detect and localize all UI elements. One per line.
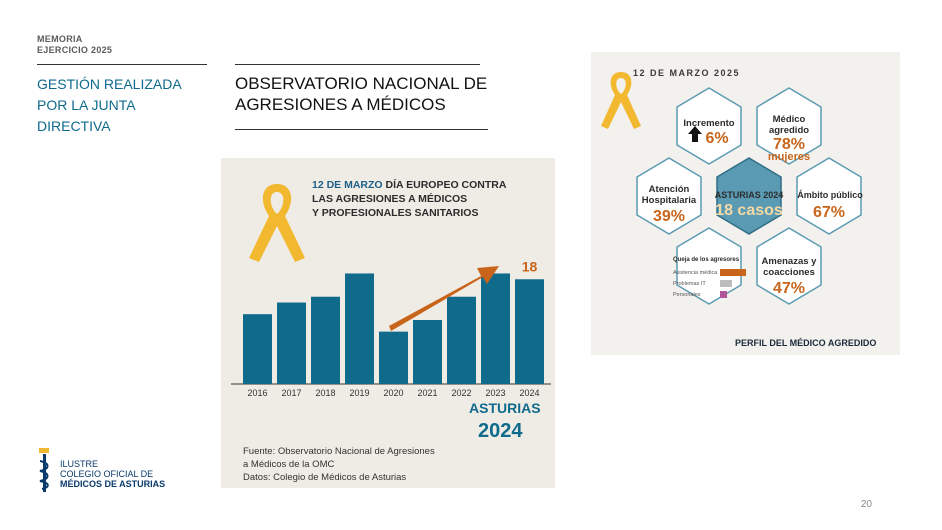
page-title-line2: AGRESIONES A MÉDICOS [235,95,446,114]
queja-item-3: Personales [673,292,701,298]
center-value: 18 casos [715,202,783,219]
title-bottom-divider [235,129,488,130]
logo-line1: ILUSTRE [60,459,99,469]
ribbon-icon-small [601,72,641,129]
tick-label-2016: 2016 [247,388,267,398]
infographic1-headline: 12 DE MARZO DÍA EUROPEO CONTRA LAS AGRES… [312,178,542,220]
hex-amenazas [756,227,822,305]
region-label: ASTURIAS [469,400,541,416]
queja-list: Asistencia médica Problemas IT Personale… [673,268,717,301]
medico-label: Médico agredido [759,114,819,136]
tick-label-2023: 2023 [485,388,505,398]
queja-title: Queja de los agresores [673,257,740,263]
tick-label-2024: 2024 [519,388,539,398]
medico-label-line2: agredido [768,125,810,136]
bar-2021 [413,320,442,384]
bar-2017 [277,302,306,384]
up-arrow-icon [688,126,702,142]
ribbon-icon [249,184,305,262]
tick-label-2018: 2018 [315,388,335,398]
perfil-date: 12 DE MARZO 2025 [633,68,741,78]
bar-2020 [379,331,408,384]
amenazas-label-line1: Amenazas y [761,256,817,267]
source-line2: a Médicos de la OMC [243,459,335,470]
bar-2023 [481,273,510,384]
source-line1: Fuente: Observatorio Nacional de Agresio… [243,446,435,457]
center-label: ASTURIAS 2024 [714,190,784,200]
atencion-label: Atención Hospitalaria [639,184,699,206]
incremento-value: 6% [705,130,729,147]
hex-incremento [676,87,742,165]
hex-grid [636,87,862,305]
section-title: GESTIÓN REALIZADA POR LA JUNTA DIRECTIVA [37,76,181,134]
bar-2018 [311,296,340,384]
annotation-value: 18 [522,258,538,274]
hex-atencion [636,157,702,235]
title-top-divider [235,64,480,65]
headline-rest: DÍA EUROPEO CONTRA [382,179,507,191]
source-line3: Datos: Colegio de Médicos de Asturias [243,472,407,483]
hex-ambito [796,157,862,235]
ejercicio-label: EJERCICIO 2025 [37,45,113,55]
headline-line3: Y PROFESIONALES SANITARIOS [312,207,479,219]
bar-2024 [515,279,544,384]
headline-date: 12 DE MARZO [312,179,383,191]
queja-item-2: Problemas IT [673,281,706,287]
ambito-label: Ámbito público [797,190,863,200]
atencion-label-line1: Atención [648,184,690,195]
tick-label-2019: 2019 [349,388,369,398]
perfil-footer: PERFIL DEL MÉDICO AGREDIDO [735,338,877,348]
logo-line2: COLEGIO OFICIAL DE [60,469,154,479]
logo-text: ILUSTRE COLEGIO OFICIAL DE MÉDICOS DE AS… [60,459,165,489]
amenazas-label-line2: coacciones [763,267,815,278]
staff-emblem-icon [39,448,49,492]
queja-bar-3 [720,291,727,298]
queja-bar-1 [720,269,746,276]
tick-label-2022: 2022 [451,388,471,398]
bar-chart: 2016 2017 2018 2019 2020 2021 2022 2023 2024 18 [231,258,551,398]
amenazas-value: 47% [772,280,806,297]
source-note: Fuente: Observatorio Nacional de Agresio… [243,445,435,484]
logo-line3: MÉDICOS DE ASTURIAS [60,479,166,489]
bar-2022 [447,296,476,384]
agresiones-chart-infographic: 12 DE MARZO DÍA EUROPEO CONTRA LAS AGRES… [221,158,555,488]
trend-arrow-icon [389,266,499,331]
headline-line2: LAS AGRESIONES A MÉDICOS [312,193,468,205]
tick-label-2020: 2020 [383,388,403,398]
hex-center [716,157,782,235]
medico-sub: mujeres [767,151,811,163]
memoria-header: MEMORIA EJERCICIO 2025 [37,34,112,56]
tick-label-2017: 2017 [281,388,301,398]
page-number: 20 [860,499,872,510]
amenazas-label: Amenazas y coacciones [759,256,819,278]
bar-2019 [345,273,374,384]
memoria-label: MEMORIA [37,34,83,44]
atencion-label-line2: Hospitalaria [641,195,697,206]
colegio-logo: ILUSTRE COLEGIO OFICIAL DE MÉDICOS DE AS… [36,447,186,495]
perfil-infographic: 12 DE MARZO 2025 Incremento 6% Médico ag… [591,52,900,355]
medico-label-line1: Médico [772,114,806,125]
atencion-value: 39% [652,208,686,225]
page-title: OBSERVATORIO NACIONAL DE AGRESIONES A MÉ… [235,73,525,115]
queja-bar-2 [720,280,732,287]
ambito-value: 67% [812,204,846,221]
queja-item-1: Asistencia médica [673,270,718,276]
year-label: 2024 [478,420,523,442]
incremento-label: Incremento [683,118,735,129]
hex-medico [756,87,822,165]
bar-2016 [243,314,272,384]
medico-value: 78% [772,136,806,153]
tick-label-2021: 2021 [417,388,437,398]
left-divider [37,64,207,65]
page-title-line1: OBSERVATORIO NACIONAL DE [235,74,488,93]
